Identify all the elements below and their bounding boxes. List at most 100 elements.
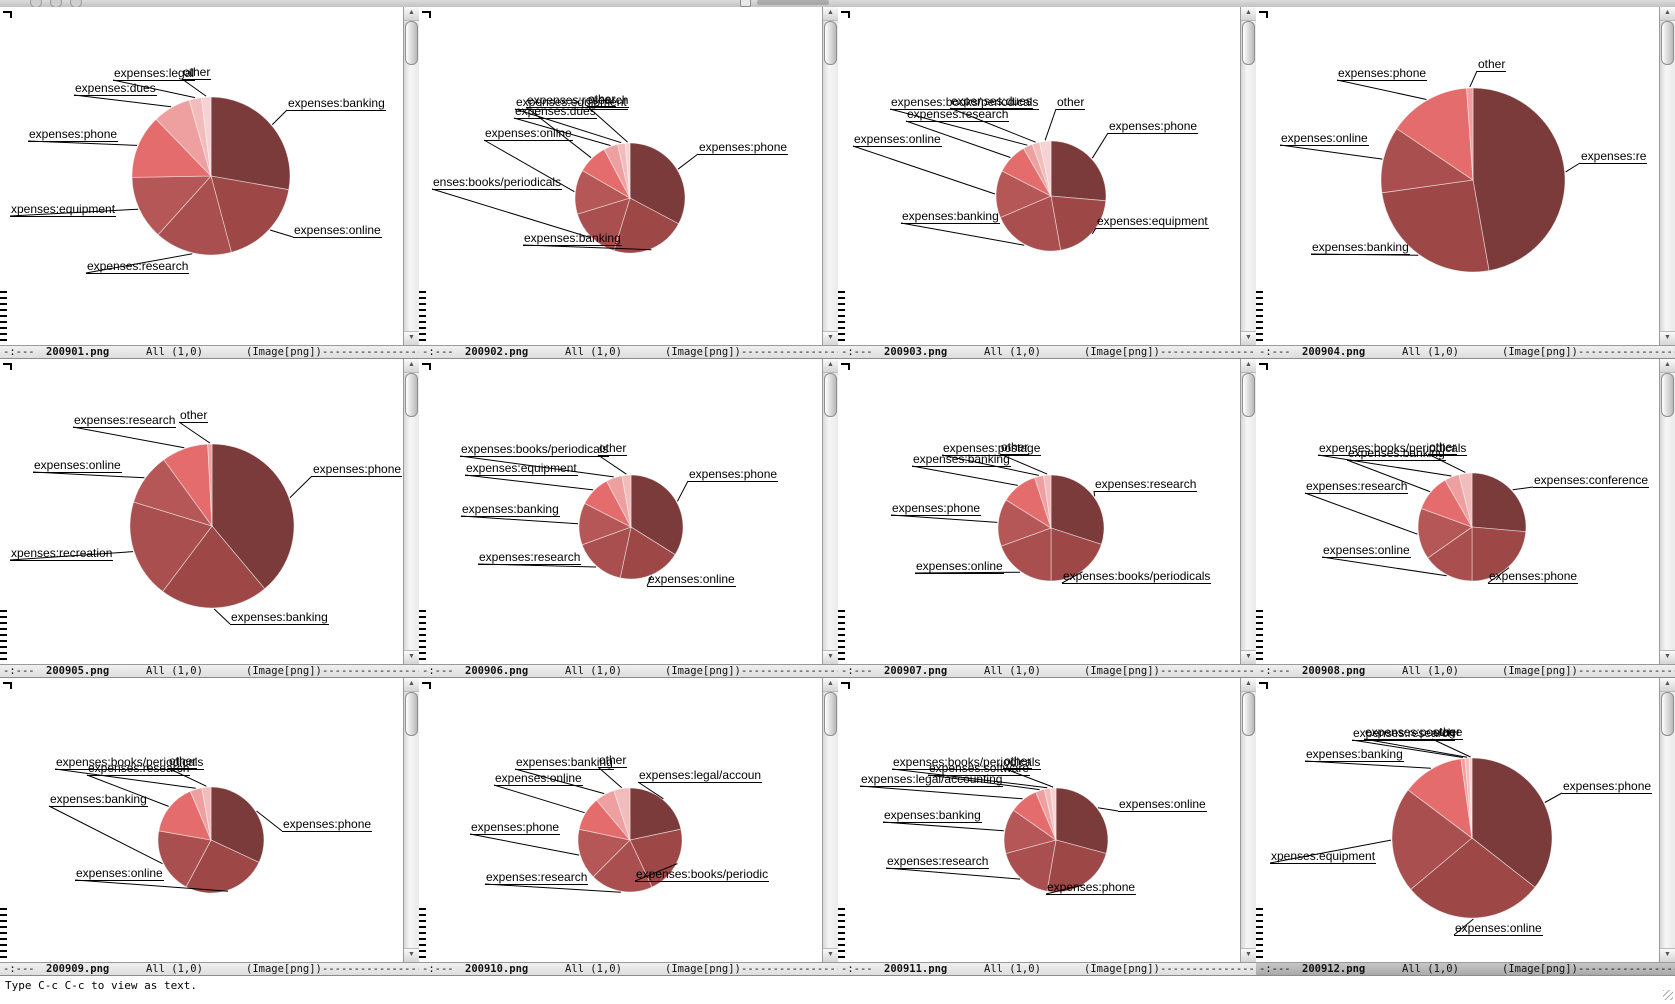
scrollbar-thumb[interactable] [1242, 373, 1255, 417]
vertical-scrollbar[interactable]: ▲ ▼ [1659, 7, 1675, 345]
scrollbar-thumb[interactable] [1242, 692, 1255, 736]
pie-slice [207, 443, 213, 527]
scrollbar-thumb[interactable] [405, 692, 418, 736]
pie-slice [131, 118, 212, 178]
scroll-up-arrow-icon[interactable]: ▲ [1241, 359, 1256, 373]
mode-line[interactable]: -:--- 200911.png All (1,0) (Image[png]) ----… [838, 962, 1256, 976]
image-buffer[interactable]: expenses:postage other expenses:banking exp… [838, 359, 1240, 664]
mode-line[interactable]: -:--- 200904.png All (1,0) (Image[png]) ----… [1256, 345, 1675, 359]
vertical-scrollbar[interactable]: ▲ ▼ [822, 359, 838, 664]
pie-label: enses:books/periodicals [432, 175, 563, 190]
mode-line[interactable]: -:--- 200902.png All (1,0) (Image[png]) ----… [419, 345, 838, 359]
vertical-scrollbar[interactable]: ▲ ▼ [822, 7, 838, 345]
buffer-top-corner-icon [422, 682, 431, 689]
fringe-continuation-marks [0, 610, 9, 662]
scrollbar-thumb[interactable] [405, 21, 418, 65]
scrollbar-thumb[interactable] [824, 692, 837, 736]
scroll-up-arrow-icon[interactable]: ▲ [1241, 7, 1256, 21]
scroll-down-arrow-icon[interactable]: ▼ [1241, 650, 1256, 664]
vertical-scrollbar[interactable]: ▲ ▼ [1659, 678, 1675, 962]
pie-label: expenses:postage [1364, 725, 1464, 740]
scroll-down-arrow-icon[interactable]: ▼ [823, 948, 838, 962]
vertical-scrollbar[interactable]: ▲ ▼ [822, 678, 838, 962]
image-buffer[interactable]: expenses:legal other expenses:dues expenses… [0, 7, 403, 345]
image-buffer[interactable]: expenses:banking other expenses:online expe… [419, 678, 822, 962]
label-leader-line [1097, 807, 1119, 812]
scroll-down-arrow-icon[interactable]: ▼ [823, 331, 838, 345]
modeline-pos: All (1,0) [146, 665, 203, 677]
modeline-mode: (Image[png]) [1084, 346, 1160, 358]
image-buffer[interactable]: expenses:equipment expenses:research other… [419, 7, 822, 345]
mode-line[interactable]: -:--- 200903.png All (1,0) (Image[png]) ----… [838, 345, 1256, 359]
mode-line[interactable]: -:--- 200901.png All (1,0) (Image[png]) ----… [0, 345, 419, 359]
modeline-mode: (Image[png]) [1084, 665, 1160, 677]
mode-line[interactable]: -:--- 200908.png All (1,0) (Image[png]) ----… [1256, 664, 1675, 678]
vertical-scrollbar[interactable]: ▲ ▼ [1240, 359, 1256, 664]
scroll-up-arrow-icon[interactable]: ▲ [1241, 678, 1256, 692]
image-buffer[interactable]: expenses:books/periodicals expenses:dues e… [838, 7, 1240, 345]
label-leader-line [900, 222, 1025, 246]
zoom-button[interactable] [70, 0, 82, 7]
modeline-mode: (Image[png]) [1502, 963, 1578, 975]
pie-label: expenses:online [853, 132, 942, 147]
scroll-up-arrow-icon[interactable]: ▲ [823, 678, 838, 692]
scroll-up-arrow-icon[interactable]: ▲ [404, 7, 419, 21]
pie-label: expenses:banking [883, 808, 982, 823]
mode-line[interactable]: -:--- 200905.png All (1,0) (Image[png]) ----… [0, 664, 419, 678]
mode-line[interactable]: -:--- 200912.png All (1,0) (Image[png]) ----… [1256, 962, 1675, 976]
image-buffer[interactable]: expenses:phone other expenses:online expens… [1256, 7, 1659, 345]
pie-label: expenses:online [75, 866, 164, 881]
scrollbar-thumb[interactable] [824, 21, 837, 65]
scrollbar-thumb[interactable] [405, 373, 418, 417]
image-buffer[interactable]: expenses:books/periodicals other expenses:… [1256, 359, 1659, 664]
vertical-scrollbar[interactable]: ▲ ▼ [1240, 7, 1256, 345]
pie-slice [162, 525, 266, 609]
scroll-up-arrow-icon[interactable]: ▲ [823, 7, 838, 21]
scroll-down-arrow-icon[interactable]: ▼ [404, 948, 419, 962]
minimize-button[interactable] [50, 0, 62, 7]
scrollbar-thumb[interactable] [1661, 21, 1674, 65]
mode-line[interactable]: -:--- 200906.png All (1,0) (Image[png]) ----… [419, 664, 838, 678]
mode-line[interactable]: -:--- 200909.png All (1,0) (Image[png]) ----… [0, 962, 419, 976]
close-button[interactable] [30, 0, 42, 7]
scroll-down-arrow-icon[interactable]: ▼ [404, 331, 419, 345]
label-leader-line [1469, 70, 1478, 88]
vertical-scrollbar[interactable]: ▲ ▼ [403, 359, 419, 664]
scroll-up-arrow-icon[interactable]: ▲ [1660, 678, 1675, 692]
scroll-down-arrow-icon[interactable]: ▼ [1241, 948, 1256, 962]
label-leader-line [514, 108, 622, 144]
scrollbar-thumb[interactable] [1661, 692, 1674, 736]
scroll-down-arrow-icon[interactable]: ▼ [823, 650, 838, 664]
scroll-down-arrow-icon[interactable]: ▼ [1660, 948, 1675, 962]
resize-grip-icon[interactable] [1663, 990, 1673, 1000]
vertical-scrollbar[interactable]: ▲ ▼ [1240, 678, 1256, 962]
mode-line[interactable]: -:--- 200910.png All (1,0) (Image[png]) ----… [419, 962, 838, 976]
pie-label: expenses:phone [1562, 779, 1653, 794]
scroll-up-arrow-icon[interactable]: ▲ [1660, 359, 1675, 373]
scrollbar-thumb[interactable] [1242, 21, 1255, 65]
scroll-down-arrow-icon[interactable]: ▼ [1660, 331, 1675, 345]
vertical-scrollbar[interactable]: ▲ ▼ [403, 678, 419, 962]
scroll-down-arrow-icon[interactable]: ▼ [1241, 331, 1256, 345]
scroll-up-arrow-icon[interactable]: ▲ [404, 359, 419, 373]
scrollbar-thumb[interactable] [824, 373, 837, 417]
scrollbar-thumb[interactable] [1661, 373, 1674, 417]
pie-label: other [182, 65, 212, 80]
vertical-scrollbar[interactable]: ▲ ▼ [403, 7, 419, 345]
pie-label: expenses:books/periodic [635, 867, 770, 882]
image-buffer[interactable]: expenses:research other expenses:online xpe… [0, 359, 403, 664]
pie-label: expenses:research [485, 870, 589, 885]
vertical-scrollbar[interactable]: ▲ ▼ [1659, 359, 1675, 664]
mode-line[interactable]: -:--- 200907.png All (1,0) (Image[png]) ----… [838, 664, 1256, 678]
image-buffer[interactable]: expenses:books/periodicals other expenses:… [0, 678, 403, 962]
image-buffer[interactable]: expenses:books/periodicals other expenses:… [419, 359, 822, 664]
label-leader-line [1565, 162, 1581, 173]
image-buffer[interactable]: expenses:books/periodicals other expenses:… [838, 678, 1240, 962]
scroll-up-arrow-icon[interactable]: ▲ [1660, 7, 1675, 21]
scroll-down-arrow-icon[interactable]: ▼ [404, 650, 419, 664]
scroll-up-arrow-icon[interactable]: ▲ [823, 359, 838, 373]
scroll-up-arrow-icon[interactable]: ▲ [404, 678, 419, 692]
image-buffer[interactable]: expenses:research expenses:postage other ex… [1256, 678, 1659, 962]
scroll-down-arrow-icon[interactable]: ▼ [1660, 650, 1675, 664]
emacs-window-200902.png: expenses:equipment expenses:research other… [419, 7, 838, 359]
